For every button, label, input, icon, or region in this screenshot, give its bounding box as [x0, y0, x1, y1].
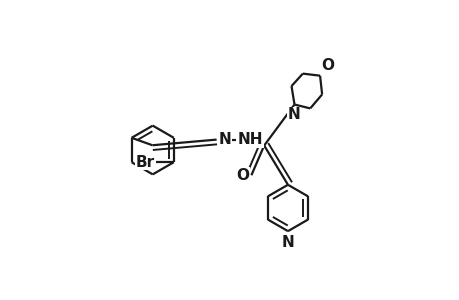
Text: N: N: [287, 107, 300, 122]
Text: NH: NH: [237, 132, 263, 147]
Text: O: O: [321, 58, 334, 73]
Text: Br: Br: [135, 155, 155, 170]
Text: N: N: [281, 235, 294, 250]
Text: O: O: [235, 168, 248, 183]
Text: N: N: [218, 131, 231, 146]
